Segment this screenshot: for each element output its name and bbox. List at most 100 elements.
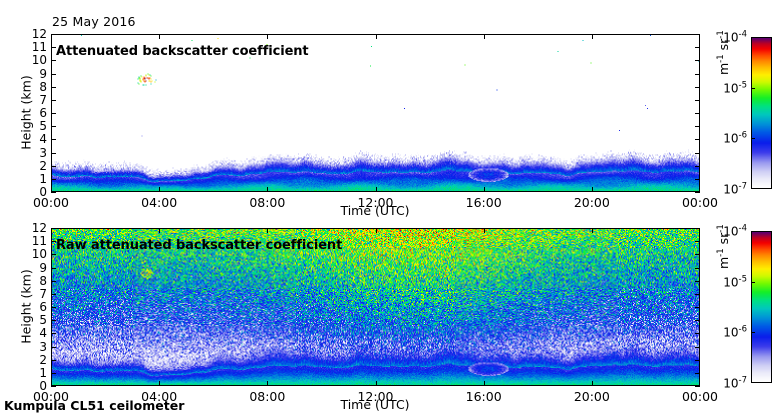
y-tick-right xyxy=(695,86,700,88)
x-tick xyxy=(591,381,593,386)
y-tick-right xyxy=(695,139,700,141)
x-tick-top xyxy=(591,34,593,39)
y-tick xyxy=(51,241,56,243)
x-tick-top xyxy=(483,34,485,39)
y-tick xyxy=(51,152,56,154)
y-tick-right xyxy=(695,73,700,75)
y-tick-right xyxy=(695,372,700,374)
x-tick-top xyxy=(699,228,700,233)
y-tick xyxy=(51,359,56,361)
y-tick-label: 8 xyxy=(39,273,47,288)
colorbar-tick xyxy=(751,37,755,38)
x-tick-top xyxy=(159,228,161,233)
y-tick-label: 0 xyxy=(39,379,47,393)
x-tick xyxy=(699,381,700,386)
y-tick xyxy=(51,178,56,180)
x-tick xyxy=(159,187,161,192)
y-tick-right xyxy=(695,178,700,180)
heatmap-raw xyxy=(52,229,699,385)
y-tick-right xyxy=(695,359,700,361)
y-tick-label: 6 xyxy=(39,106,47,120)
y-tick-right xyxy=(695,320,700,322)
colorbar-tick-label: 10-7 xyxy=(723,375,747,391)
y-tick-label: 11 xyxy=(31,234,47,249)
y-tick-label: 4 xyxy=(39,326,47,341)
y-tick-right xyxy=(695,241,700,243)
y-tick xyxy=(51,254,56,256)
x-tick-top xyxy=(51,228,52,233)
y-tick-label: 11 xyxy=(31,40,47,55)
x-tick xyxy=(483,381,485,386)
y-tick-label: 2 xyxy=(39,352,47,367)
colorbar-tick xyxy=(751,231,755,232)
y-tick xyxy=(51,47,56,49)
colorbar-gradient xyxy=(752,232,771,382)
station-label: Kumpula CL51 ceilometer xyxy=(4,398,185,413)
y-tick-right xyxy=(695,47,700,49)
y-tick-right xyxy=(695,254,700,256)
y-tick-label: 12 xyxy=(31,27,47,41)
x-tick xyxy=(51,187,52,192)
y-tick xyxy=(51,192,56,193)
y-tick xyxy=(51,386,56,387)
x-tick xyxy=(267,187,269,192)
x-axis-title-attenuated: Time (UTC) xyxy=(340,203,410,218)
plot-area-attenuated xyxy=(51,34,700,192)
y-tick-right xyxy=(695,60,700,62)
x-tick-top xyxy=(159,34,161,39)
y-tick-right xyxy=(695,113,700,114)
x-tick-top xyxy=(267,228,269,233)
y-tick-label: 3 xyxy=(39,339,47,354)
x-tick-label: 16:00 xyxy=(465,389,502,404)
y-tick xyxy=(51,307,56,308)
y-tick-right xyxy=(695,267,700,269)
colorbar-tick xyxy=(751,332,755,334)
x-tick-label: 20:00 xyxy=(573,195,610,210)
colorbar-attenuated xyxy=(751,37,772,189)
x-tick-top xyxy=(267,34,269,39)
y-tick-label: 1 xyxy=(39,171,47,186)
y-axis-title-attenuated: Height (km) xyxy=(18,75,34,150)
y-tick-right xyxy=(695,293,700,295)
y-tick-label: 9 xyxy=(39,66,47,81)
y-tick xyxy=(51,60,56,62)
x-tick xyxy=(375,187,377,192)
colorbar-tick-label: 10-5 xyxy=(723,80,747,96)
y-tick-right xyxy=(695,192,700,193)
y-tick xyxy=(51,126,56,128)
y-tick xyxy=(51,372,56,374)
x-axis-title-raw: Time (UTC) xyxy=(340,397,410,412)
x-tick-label: 00:00 xyxy=(32,195,70,210)
colorbar-tick-label: 10-5 xyxy=(723,274,747,290)
y-tick xyxy=(51,320,56,322)
y-tick xyxy=(51,34,56,35)
colorbar-tick-label: 10-4 xyxy=(723,223,747,239)
y-tick-right xyxy=(695,152,700,154)
colorbar-tick-label: 10-7 xyxy=(723,181,747,197)
x-tick xyxy=(591,187,593,192)
x-tick-label: 00:00 xyxy=(681,195,719,210)
colorbar-tick xyxy=(751,281,755,283)
x-tick-label: 00:00 xyxy=(681,389,719,404)
colorbar-unit-attenuated: m-1 sr-1 xyxy=(716,30,732,75)
y-tick-right xyxy=(695,346,700,348)
y-tick xyxy=(51,165,56,167)
y-tick-label: 5 xyxy=(39,119,47,134)
y-tick xyxy=(51,293,56,295)
y-tick-right xyxy=(695,228,700,229)
y-tick-label: 4 xyxy=(39,132,47,147)
x-tick xyxy=(51,381,52,386)
y-tick-label: 9 xyxy=(39,260,47,275)
y-axis-title-raw: Height (km) xyxy=(18,269,34,344)
x-tick xyxy=(159,381,161,386)
date-label: 25 May 2016 xyxy=(52,14,136,29)
colorbar-tick xyxy=(751,138,755,140)
x-tick xyxy=(267,381,269,386)
y-tick xyxy=(51,280,56,282)
x-tick-label: 08:00 xyxy=(249,389,286,404)
colorbar-tick xyxy=(751,87,755,89)
x-tick-label: 08:00 xyxy=(249,195,286,210)
y-tick-label: 7 xyxy=(39,286,47,301)
y-tick-label: 5 xyxy=(39,313,47,328)
y-tick-label: 12 xyxy=(31,221,47,235)
